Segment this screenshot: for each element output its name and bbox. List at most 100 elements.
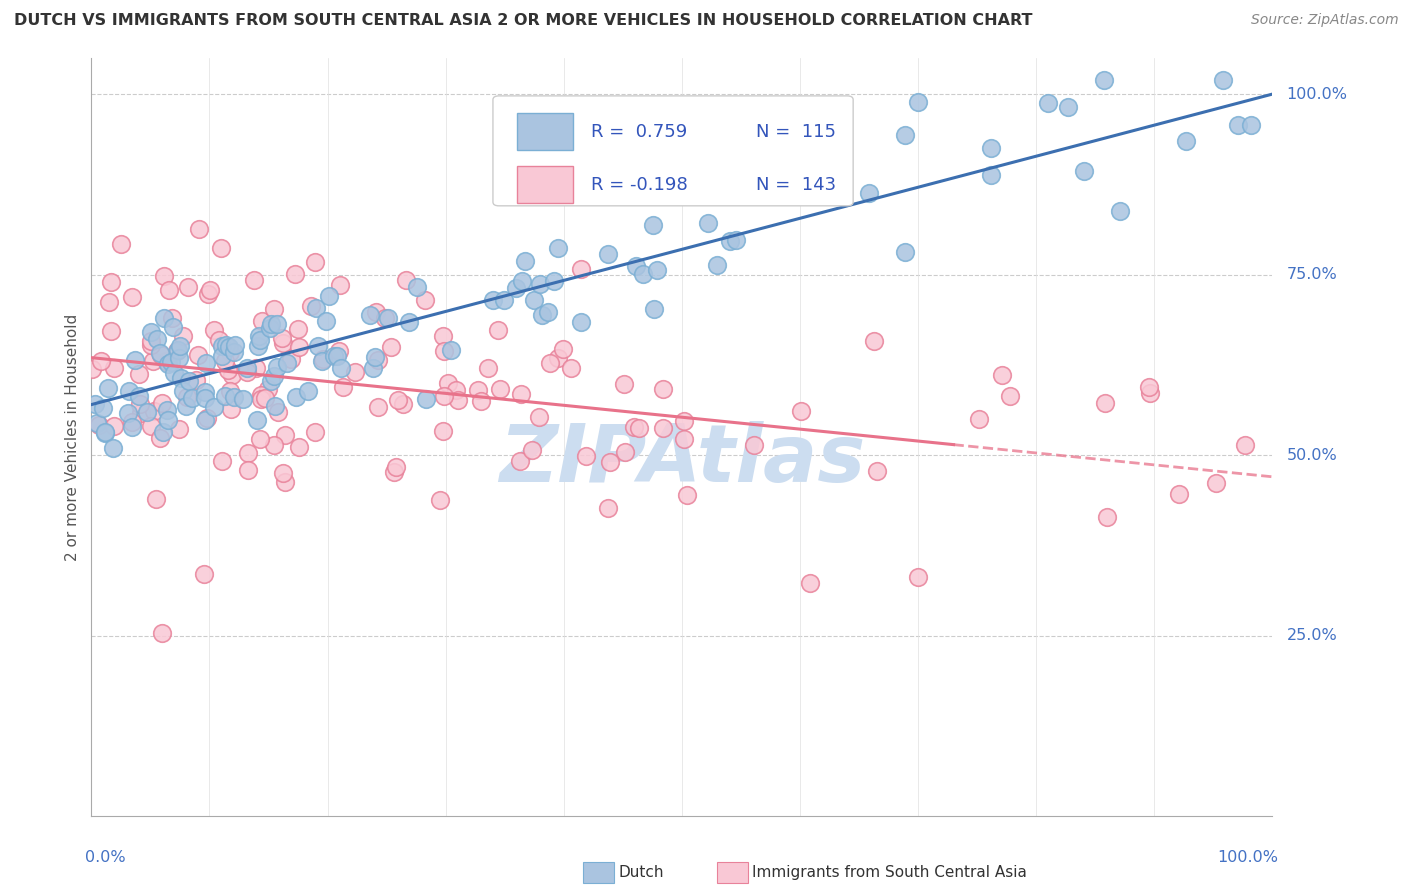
Point <box>343 365 366 379</box>
Point <box>626 259 648 273</box>
Text: N =  115: N = 115 <box>756 122 837 141</box>
Point <box>91 401 114 416</box>
Point <box>1073 163 1095 178</box>
Point <box>259 321 281 335</box>
Point <box>273 466 295 480</box>
Point <box>395 273 418 287</box>
Point <box>169 371 191 385</box>
Point <box>146 332 169 346</box>
Point <box>297 384 319 398</box>
Point <box>1175 135 1198 149</box>
Point <box>197 287 219 301</box>
Point <box>218 384 240 399</box>
Point <box>166 343 188 358</box>
Point <box>274 428 297 442</box>
Point <box>271 336 294 351</box>
Point <box>380 340 402 354</box>
Point <box>156 357 179 371</box>
Point <box>862 334 884 349</box>
Point <box>150 395 173 409</box>
Point <box>537 304 560 318</box>
Point <box>117 406 139 420</box>
Point <box>569 261 592 276</box>
Point <box>211 339 233 353</box>
Point <box>304 425 326 440</box>
Point <box>145 491 167 506</box>
Point <box>307 339 329 353</box>
Text: R =  0.759: R = 0.759 <box>591 122 688 141</box>
Point <box>271 331 294 345</box>
Point <box>150 626 173 640</box>
Point <box>266 317 288 331</box>
Point <box>263 302 285 317</box>
Point <box>326 349 349 363</box>
Point <box>211 454 233 468</box>
Point <box>1057 100 1080 114</box>
Point <box>367 353 389 368</box>
Point <box>250 392 273 407</box>
Text: Dutch: Dutch <box>619 865 664 880</box>
Point <box>697 216 720 230</box>
Point <box>575 449 598 463</box>
Point <box>553 342 575 356</box>
Point <box>547 241 569 255</box>
Point <box>560 360 582 375</box>
Point <box>121 289 143 303</box>
Point <box>152 269 174 284</box>
Point <box>627 421 650 435</box>
Point <box>162 319 184 334</box>
Point <box>160 355 183 369</box>
Point <box>149 345 172 359</box>
Point <box>865 464 887 478</box>
Point <box>217 363 239 377</box>
Point <box>167 422 190 436</box>
Point <box>304 255 326 269</box>
Text: N =  143: N = 143 <box>756 176 837 194</box>
Point <box>894 244 917 259</box>
Point <box>1095 510 1118 524</box>
Point <box>599 455 621 469</box>
Point <box>156 403 179 417</box>
Point <box>176 390 198 404</box>
Point <box>301 299 323 313</box>
Point <box>224 345 246 359</box>
Point <box>398 315 420 329</box>
Point <box>1092 72 1115 87</box>
Point <box>529 277 551 291</box>
Point <box>224 338 246 352</box>
Point <box>643 301 665 316</box>
Point <box>267 405 290 419</box>
Point <box>139 325 162 339</box>
Point <box>98 295 121 310</box>
Point <box>1109 204 1132 219</box>
Point <box>187 348 209 362</box>
Point <box>101 442 124 456</box>
Point <box>202 400 225 414</box>
Point <box>90 354 112 368</box>
Point <box>202 323 225 337</box>
Point <box>612 377 634 392</box>
FancyBboxPatch shape <box>494 96 853 206</box>
Point <box>232 392 254 406</box>
Point <box>437 376 460 390</box>
Point <box>364 351 387 365</box>
Point <box>429 493 451 508</box>
Point <box>907 570 929 584</box>
Point <box>118 384 141 399</box>
Text: ZIPAtlas: ZIPAtlas <box>499 421 865 499</box>
Point <box>156 413 179 427</box>
Point <box>391 397 413 411</box>
Point <box>219 345 242 359</box>
Point <box>980 168 1002 182</box>
Point <box>260 318 283 332</box>
Point <box>547 351 569 365</box>
Point <box>284 390 307 404</box>
Point <box>329 361 352 376</box>
Point <box>543 274 565 288</box>
Point <box>200 283 222 297</box>
Point <box>193 385 215 400</box>
Point <box>907 95 929 109</box>
Point <box>724 233 747 247</box>
Point <box>433 389 456 403</box>
Point <box>260 374 283 388</box>
